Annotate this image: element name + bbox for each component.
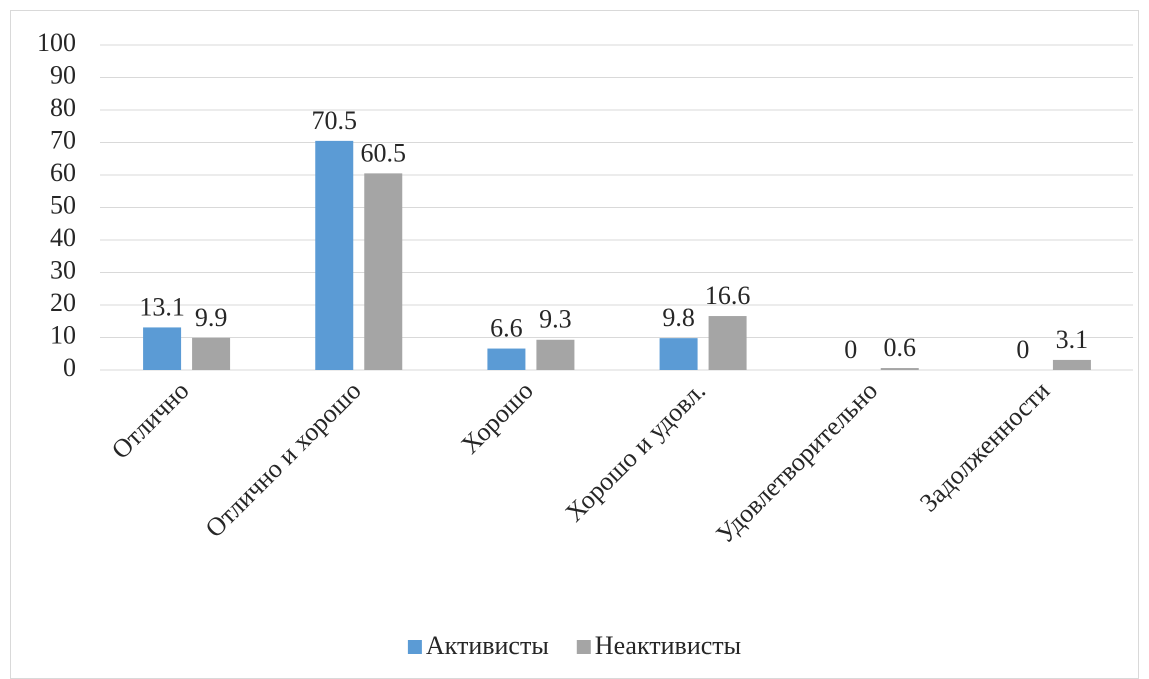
data-label: 6.6 xyxy=(490,314,523,343)
y-tick-label: 60 xyxy=(50,158,76,187)
data-label: 9.8 xyxy=(662,303,695,332)
bar xyxy=(536,339,575,370)
bar xyxy=(880,368,919,370)
y-tick-label: 70 xyxy=(50,125,76,154)
bar xyxy=(143,327,182,370)
legend-swatch xyxy=(407,640,422,654)
data-label: 13.1 xyxy=(139,292,185,321)
y-tick-label: 0 xyxy=(63,353,76,382)
data-label: 0 xyxy=(1016,335,1029,364)
y-tick-label: 50 xyxy=(50,190,76,219)
bar xyxy=(192,337,231,370)
data-label: 16.6 xyxy=(705,281,751,310)
legend-swatch xyxy=(576,640,591,654)
data-label: 9.3 xyxy=(539,305,572,334)
bar xyxy=(315,140,354,370)
y-tick-label: 10 xyxy=(50,320,76,349)
y-tick-label: 80 xyxy=(50,93,76,122)
y-tick-label: 40 xyxy=(50,223,76,252)
bar xyxy=(364,173,403,370)
legend-label: Неактивисты xyxy=(595,631,741,660)
bar xyxy=(487,348,526,370)
data-label: 60.5 xyxy=(361,138,407,167)
y-tick-label: 90 xyxy=(50,60,76,89)
data-label: 70.5 xyxy=(312,106,358,135)
legend-label: Активисты xyxy=(426,631,549,660)
y-tick-label: 20 xyxy=(50,288,76,317)
data-label: 3.1 xyxy=(1056,325,1089,354)
data-label: 0 xyxy=(844,335,857,364)
y-tick-label: 100 xyxy=(37,28,76,57)
bar xyxy=(708,316,747,370)
y-tick-label: 30 xyxy=(50,255,76,284)
data-label: 0.6 xyxy=(884,333,917,362)
bar xyxy=(1052,359,1091,370)
data-label: 9.9 xyxy=(195,303,228,332)
bar xyxy=(659,338,698,370)
